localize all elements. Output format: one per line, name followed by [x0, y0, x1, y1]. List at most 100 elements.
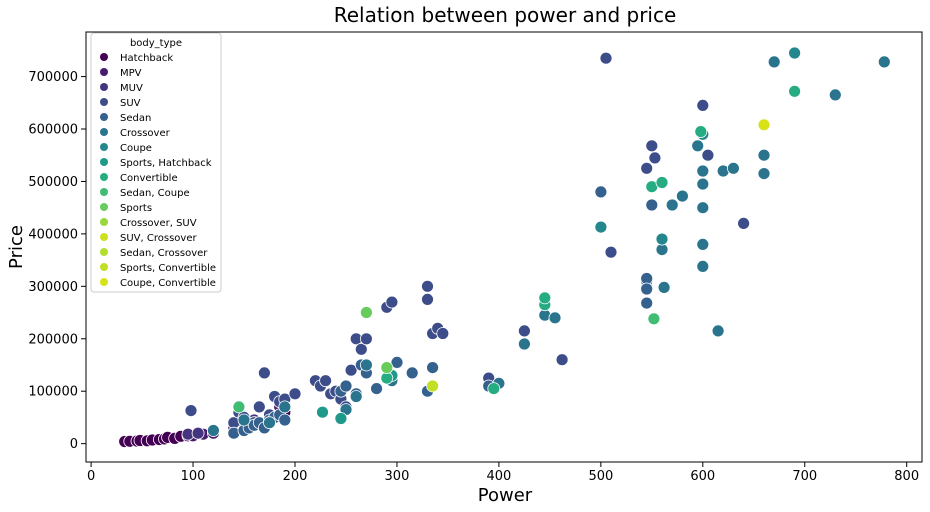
data-point [257, 366, 271, 380]
y-tick-label: 300000 [28, 280, 78, 295]
legend-label: Sedan, Coupe [120, 188, 190, 199]
y-axis: 0 100000 200000 300000 400000 500000 600000 700… [28, 70, 86, 452]
data-point [380, 361, 394, 375]
data-point [640, 161, 654, 175]
legend-marker [100, 143, 108, 151]
data-point [232, 400, 246, 414]
legend-label: Hatchback [120, 53, 173, 64]
data-point [691, 139, 705, 153]
data-point [344, 363, 358, 377]
data-point [278, 413, 292, 427]
data-point [640, 296, 654, 310]
data-point [594, 220, 608, 234]
data-points [118, 46, 891, 448]
data-point [645, 139, 659, 153]
x-tick-label: 500 [588, 469, 613, 484]
data-point [757, 167, 771, 181]
data-point [604, 245, 618, 259]
legend-label: Sedan [120, 113, 151, 124]
legend-frame [90, 32, 222, 293]
legend-label: MPV [120, 68, 142, 79]
data-point [548, 311, 562, 325]
legend-label: MUV [120, 83, 143, 94]
x-tick-label: 600 [690, 469, 715, 484]
legend-marker [100, 233, 108, 241]
y-tick-label: 700000 [28, 70, 78, 85]
data-point [648, 151, 662, 165]
data-point [436, 327, 450, 340]
x-axis: 0 100 200 300 400 500 600 700 800 [87, 462, 919, 484]
data-point [696, 99, 710, 112]
legend-marker [100, 173, 108, 181]
legend-marker [100, 158, 108, 166]
data-point [788, 84, 801, 98]
data-point [788, 46, 801, 60]
legend-label: SUV [120, 98, 141, 109]
y-axis-title: Price [6, 225, 27, 269]
legend-marker [100, 113, 108, 121]
data-point [727, 161, 740, 175]
legend-label: Coupe [120, 143, 152, 154]
legend-marker [100, 68, 108, 76]
data-point [319, 374, 333, 388]
legend-marker [100, 278, 108, 286]
data-point [655, 232, 669, 246]
legend-label: Sports, Convertible [120, 263, 216, 274]
data-point [555, 353, 569, 367]
plot-frame [85, 31, 923, 463]
data-point [359, 306, 373, 319]
x-tick-label: 200 [283, 469, 308, 484]
data-point [696, 259, 710, 273]
legend-marker [100, 188, 108, 196]
legend-marker [100, 248, 108, 256]
y-tick-label: 200000 [28, 332, 78, 347]
data-point [877, 55, 891, 69]
data-point [206, 424, 220, 437]
data-point [655, 176, 669, 189]
data-point [390, 355, 404, 369]
data-point [694, 125, 708, 139]
y-tick-label: 600000 [28, 123, 78, 138]
data-point [421, 279, 434, 293]
legend-marker [100, 218, 108, 226]
legend-marker [100, 53, 108, 61]
data-point [316, 405, 329, 419]
y-tick-label: 400000 [28, 227, 78, 242]
legend-marker [100, 98, 108, 106]
data-point [426, 379, 440, 393]
data-point [349, 390, 363, 403]
x-tick-label: 700 [792, 469, 817, 484]
data-point [676, 189, 689, 203]
data-point [696, 177, 710, 191]
legend-label: Crossover [120, 128, 171, 139]
y-tick-label: 100000 [28, 385, 78, 400]
legend-label: Convertible [120, 173, 178, 184]
data-point [263, 416, 276, 430]
data-point [767, 55, 781, 69]
data-point [538, 291, 552, 305]
chart-title: Relation between power and price [334, 3, 677, 27]
data-point [599, 51, 613, 65]
data-point [518, 337, 531, 351]
data-point [640, 282, 654, 296]
data-point [385, 295, 399, 309]
data-point [594, 185, 608, 199]
x-tick-label: 800 [894, 469, 919, 484]
data-point [757, 118, 771, 132]
legend-label: Sports [120, 203, 152, 214]
data-point [696, 164, 710, 178]
data-point [359, 332, 373, 346]
data-point [737, 216, 750, 230]
data-point [696, 237, 710, 251]
legend-marker [100, 83, 108, 91]
data-point [711, 324, 725, 338]
legend-label: Crossover, SUV [120, 218, 197, 229]
data-point [191, 426, 205, 440]
data-point [184, 404, 198, 418]
y-tick-label: 0 [70, 437, 78, 452]
data-point [354, 342, 368, 356]
data-point [696, 201, 710, 215]
data-point [237, 413, 251, 427]
data-point [288, 387, 302, 401]
